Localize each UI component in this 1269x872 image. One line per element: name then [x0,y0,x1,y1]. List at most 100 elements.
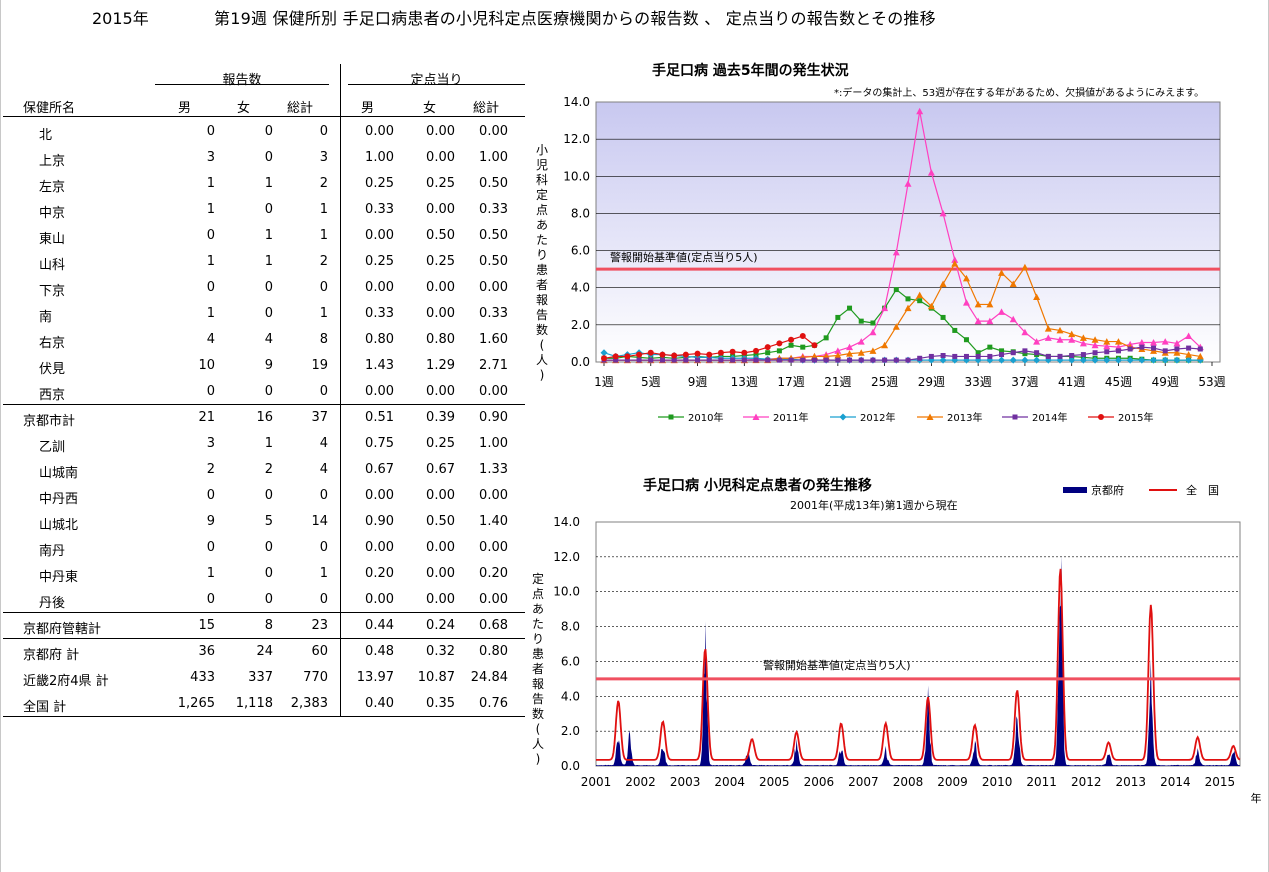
row-cell: 0.00 [426,150,455,165]
alert-threshold-label: 警報開始基準値(定点当り5人) [763,658,911,672]
row-cell: 0.40 [365,696,394,711]
data-point [1044,334,1052,341]
row-cell: 1 [206,176,215,191]
x-tick-label: 33週 [965,375,992,389]
x-tick-label: 21週 [824,375,851,389]
y-tick-label: 12.0 [553,550,580,564]
data-point [1115,348,1121,354]
data-point [1185,351,1193,358]
data-point [1021,328,1029,336]
data-point [999,348,1005,354]
row-cell: 0 [264,124,273,139]
data-point [612,353,619,360]
row-cell: 1.00 [365,150,394,165]
x-tick-label: 2007 [848,775,879,789]
row-cell: 770 [303,670,328,685]
x-tick-label: 2002 [625,775,656,789]
row-cell: 3 [206,150,215,165]
row-cell: 1,118 [235,696,273,711]
data-point [893,357,899,363]
table-row: 山城北 9 5 14 0.90 0.50 1.40 [3,508,525,534]
x-tick-label: 17週 [777,375,804,389]
data-point [695,357,701,363]
y-axis-label-char: 人 [536,353,548,367]
row-name: 南丹 [39,544,66,559]
table-row: 南丹 0 0 0 0.00 0.00 0.00 [3,534,525,560]
data-point [764,344,771,351]
row-cell: 0.00 [365,228,394,243]
data-point [926,413,934,420]
row-cell: 0.00 [479,124,508,139]
row-cell: 2 [319,176,328,191]
row-cell: 0.50 [426,514,455,529]
data-point [1091,356,1099,364]
data-point [1079,356,1087,364]
data-point [904,180,912,187]
group-header-per-sentinel: 定点当り [410,73,463,88]
row-cell: 1 [264,176,273,191]
table-row: 山科 1 1 2 0.25 0.25 0.50 [3,248,525,274]
data-point [1174,346,1180,352]
y-axis-label-char: り [536,248,548,262]
y-axis-label-char: 児 [536,158,548,172]
data-point [881,304,889,312]
y-axis-label-char: あ [536,218,548,232]
row-cell: 1 [264,254,273,269]
row-cell: 0 [319,540,328,555]
column-divider [340,64,341,716]
data-point [1033,293,1041,300]
data-point [940,314,946,320]
data-point [986,300,994,308]
row-cell: 0.00 [365,124,394,139]
row-cell: 0.67 [365,462,394,477]
row-cell: 1.60 [479,332,508,347]
table-row: 近畿2府4県 計 433 337 770 13.97 10.87 24.84 [3,664,525,690]
x-tick-label: 2011 [1026,775,1057,789]
row-cell: 0 [206,488,215,503]
data-point [987,353,993,359]
data-point [648,357,654,363]
data-point [892,323,900,330]
data-point [834,352,842,359]
x-tick-label: 2005 [759,775,790,789]
y-axis-label-char: 点 [532,587,544,601]
data-point [811,357,817,363]
chart1-title: 手足口病 過去5年間の発生状況 [652,63,849,79]
data-point [1022,348,1028,354]
y-tick-label: 8.0 [571,206,590,220]
y-tick-label: 10.0 [563,169,590,183]
data-point [753,352,759,358]
long-term-chart: 0.0 2.0 4.0 6.0 8.0 10.0 12.0 14.0 定点あたり患者報告数(人)… [532,483,1262,805]
y-tick-label: 14.0 [553,515,580,529]
row-cell: 0.00 [426,384,455,399]
header-divider [3,116,525,117]
row-cell: 0.33 [479,306,508,321]
table-row: 南 1 0 1 0.33 0.00 0.33 [3,300,525,326]
data-point [905,296,911,302]
row-cell: 3 [206,436,215,451]
row-cell: 0 [206,124,215,139]
table-row: 乙訓 3 1 4 0.75 0.25 1.00 [3,430,525,456]
table-row: 右京 4 4 8 0.80 0.80 1.60 [3,326,525,352]
row-separator [3,404,525,405]
data-point [1012,414,1018,420]
col-header-male-rate: 男 [361,101,375,116]
data-point [741,349,748,356]
data-point [765,350,771,356]
data-point [987,344,993,350]
y-axis-label-char: 者 [532,662,544,676]
data-point [1009,356,1017,364]
data-point [800,344,806,350]
data-point [1103,338,1111,345]
row-cell: 0.20 [365,566,394,581]
row-cell: 1 [206,202,215,217]
x-tick-label: 2014 [1160,775,1191,789]
row-cell: 0.48 [365,644,394,659]
row-cell: 0.00 [365,384,394,399]
data-point [1092,350,1098,356]
row-cell: 1 [319,306,328,321]
data-point [927,169,935,176]
row-cell: 0 [264,202,273,217]
data-point [905,357,911,363]
data-point [1114,356,1122,364]
